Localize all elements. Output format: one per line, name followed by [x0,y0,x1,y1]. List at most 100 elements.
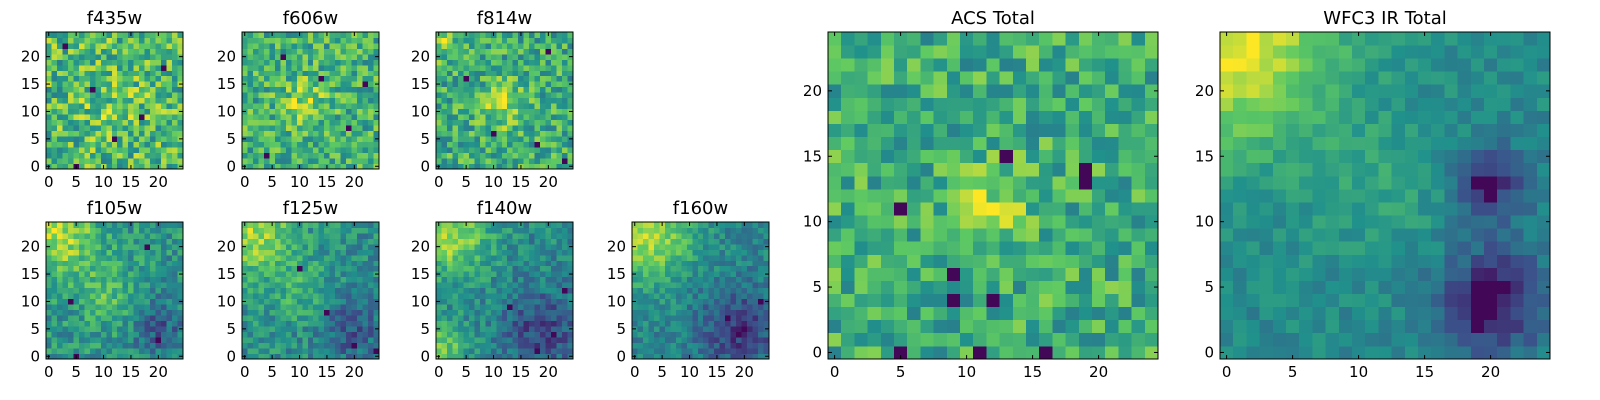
heatmap-cell [89,260,96,267]
heatmap-cell [324,48,331,55]
heatmap-cell [269,315,276,322]
heatmap-cell [78,103,85,110]
heatmap-cell [540,293,546,300]
heatmap-cell [106,232,113,239]
heatmap-cell [474,265,481,272]
heatmap-cell [507,337,514,343]
heatmap-cell [150,342,156,349]
heatmap-cell [242,304,248,311]
heatmap-cell [373,75,380,82]
heatmap-cell [681,271,688,278]
heatmap-cell [67,331,74,338]
heatmap-cell [452,37,459,44]
heatmap-cell [340,227,347,234]
heatmap-cell [329,348,336,354]
heatmap-cell [78,282,85,289]
heatmap-cell [318,53,325,60]
heatmap-cell [302,42,309,49]
heatmap-cell [474,287,481,294]
heatmap-cell [529,222,536,228]
heatmap-cell [280,293,287,300]
heatmap-cell [144,92,151,99]
heatmap-cell [441,227,448,234]
heatmap-cell [177,331,184,338]
heatmap-cell [457,271,464,278]
heatmap-cell [747,342,753,349]
heatmap-cell [285,227,292,234]
heatmap-cell [933,228,948,242]
heatmap-cell [562,119,568,126]
heatmap-cell [867,306,882,321]
heatmap-cell [730,282,737,289]
heatmap-cell [111,158,118,164]
heatmap-cell [1052,215,1066,229]
heatmap-cell [446,348,453,354]
heatmap-cell [479,108,486,115]
heatmap-cell [556,103,563,110]
heatmap-cell [446,136,453,142]
heatmap-cell [100,141,107,148]
heatmap-cell [62,260,69,267]
heatmap-cell [285,243,292,250]
heatmap-cell [719,320,726,327]
heatmap-cell [263,81,270,88]
heatmap-cell [133,326,140,332]
heatmap-cell [752,309,759,316]
heatmap-cell [335,254,342,261]
heatmap-cell [841,332,855,347]
heatmap-cell [692,222,699,228]
heatmap-cell [258,342,265,349]
heatmap-cell [648,287,655,294]
heatmap-cell [258,163,265,170]
heatmap-cell [556,232,563,239]
heatmap-cell [681,249,688,256]
heatmap-cell [296,108,303,115]
heatmap-cell [46,130,52,137]
heatmap-cell [946,306,961,321]
heatmap-cell [95,32,102,38]
heatmap-cell [534,75,541,82]
heatmap-cell [242,320,248,327]
heatmap-cell [285,125,292,132]
heatmap-cell [258,75,265,82]
heatmap-cell [653,353,660,360]
heatmap-cell [100,75,107,82]
heatmap-cell [468,130,475,137]
heatmap-cell [291,32,298,38]
heatmap-cell [351,348,358,354]
heatmap-cell [280,53,287,60]
heatmap-cell [523,75,530,82]
heatmap-cell [452,222,459,228]
heatmap-cell [1118,332,1132,347]
heatmap-cell [523,249,530,256]
heatmap-cell [307,42,314,49]
heatmap-cell [512,147,519,153]
heatmap-cell [357,42,363,49]
heatmap-cell [436,331,442,338]
heatmap-cell [479,32,486,38]
heatmap-cell [95,249,102,256]
heatmap-cell [46,158,52,164]
heatmap-cell [357,114,363,121]
heatmap-cell [1026,319,1040,334]
heatmap-cell [84,309,91,316]
heatmap-cell [67,227,74,234]
heatmap-cell [653,227,660,234]
heatmap-cell [686,331,693,338]
heatmap-cell [501,147,508,153]
heatmap-cell [263,265,270,272]
heatmap-cell [263,315,270,322]
heatmap-cell [307,86,314,93]
heatmap-cell [340,114,347,121]
heatmap-cell [637,282,644,289]
heatmap-cell [1092,188,1106,203]
heatmap-cell [457,238,464,245]
heatmap-cell [436,86,442,93]
heatmap-cell [758,287,764,294]
heatmap-cell [523,227,530,234]
heatmap-cell [534,238,541,245]
heatmap-cell [144,222,151,228]
heatmap-cell [280,86,287,93]
heatmap-cell [485,97,492,104]
heatmap-cell [150,59,156,66]
